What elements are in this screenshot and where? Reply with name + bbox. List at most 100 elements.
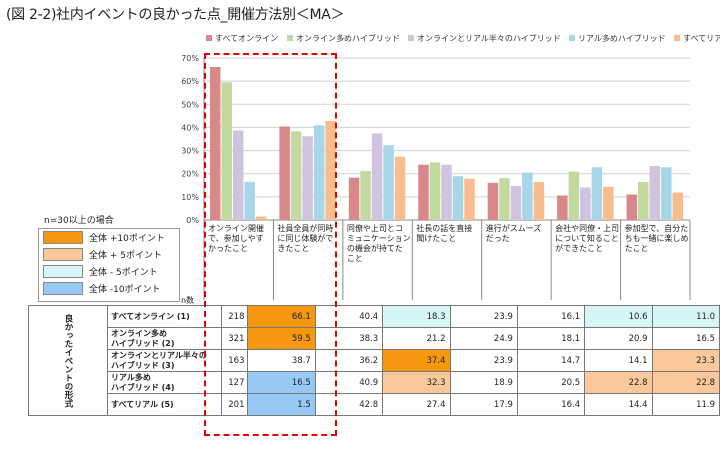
legend-label: オンライン多めハイブリッド xyxy=(296,33,400,43)
bar-4-2 xyxy=(313,125,325,220)
bar-4-5 xyxy=(522,172,533,220)
bar-3-5 xyxy=(510,185,522,220)
table-cell: 11.0 xyxy=(651,305,720,328)
row-n: 127 xyxy=(220,371,249,394)
table-cell: 14.4 xyxy=(584,393,653,416)
table-cell: 16.5 xyxy=(651,327,720,350)
row-label: リアル多め ハイブリッド (4) xyxy=(107,371,222,394)
highlight-label: 全体 - 5ポイント xyxy=(89,268,158,278)
y-tick-label: 30% xyxy=(181,147,199,156)
table-cell: 10.6 xyxy=(584,305,653,328)
y-tick-label: 10% xyxy=(181,193,199,202)
table-cell: 18.3 xyxy=(382,305,451,328)
legend-swatch xyxy=(408,35,414,41)
bar-1-3 xyxy=(348,177,360,220)
category-label: ちも一緒に楽しめ xyxy=(625,233,689,243)
bar-3-2 xyxy=(302,136,313,220)
highlight-label: 全体 + 5ポイント xyxy=(89,251,162,261)
category-label: 社員全員が同時 xyxy=(277,223,333,233)
highlight-legend-row: 全体 -10ポイント xyxy=(39,280,179,297)
row-n: 163 xyxy=(220,349,249,372)
legend-swatch xyxy=(206,35,212,41)
bar-4-4 xyxy=(452,176,464,220)
category-label: の機会が持てた xyxy=(347,243,403,253)
table-cell: 14.7 xyxy=(516,349,586,372)
table-cell: 16.1 xyxy=(516,305,586,328)
bar-5-3 xyxy=(394,156,406,220)
highlight-legend-row: 全体 +10ポイント xyxy=(39,229,179,246)
category-label: たこと xyxy=(625,244,649,253)
bar-5-2 xyxy=(325,120,336,220)
legend-label: リアル多めハイブリッド xyxy=(578,33,666,43)
table-cell: 17.9 xyxy=(449,393,518,416)
table-cell: 23.9 xyxy=(449,349,518,372)
category-label: 同僚や上司とコ xyxy=(347,223,403,233)
table-cell: 40.9 xyxy=(314,371,384,394)
data-table: 良かったイベントの形式 すべてオンライン (1) 218 66.1 40.4 18.3 23… xyxy=(28,305,720,416)
table-cell: 23.3 xyxy=(651,349,720,372)
category-label: で、参加しやす xyxy=(208,233,264,243)
y-tick-label: 50% xyxy=(181,100,199,109)
bar-3-1 xyxy=(232,130,244,220)
bar-3-4 xyxy=(441,164,452,220)
table-cell: 22.8 xyxy=(651,371,720,394)
bar-5-7 xyxy=(672,192,684,220)
table-cell: 20.9 xyxy=(584,327,653,350)
category-label: ができたこと xyxy=(555,243,603,253)
chart-title: (図 2-2)社内イベントの良かった点_開催方法別＜MA＞ xyxy=(6,7,345,23)
bar-1-1 xyxy=(209,67,221,220)
highlight-swatch xyxy=(43,231,83,244)
category-label: ミュニケーション xyxy=(347,234,411,243)
legend-label: すべてオンライン xyxy=(215,34,278,43)
row-n: 201 xyxy=(220,393,249,416)
bar-2-6 xyxy=(568,171,580,220)
category-label: だった xyxy=(486,234,510,243)
category-label: 進行がスムーズ xyxy=(486,223,542,233)
row-n: 321 xyxy=(220,327,249,350)
bar-4-3 xyxy=(383,145,394,220)
bar-1-4 xyxy=(418,164,429,220)
n-header: n数 xyxy=(181,296,195,305)
row-n: 218 xyxy=(220,305,249,328)
bar-4-6 xyxy=(591,167,603,220)
table-cell: 22.8 xyxy=(584,371,653,394)
legend-note: n=30以上の場合 xyxy=(44,216,114,226)
table-cell: 18.1 xyxy=(516,327,586,350)
legend-swatch xyxy=(569,35,575,41)
table-cell: 24.9 xyxy=(449,327,518,350)
table-cell: 37.4 xyxy=(382,349,451,372)
table-row: すべてリアル (5) 201 1.5 42.8 27.4 17.9 16.4 14.4 11.9 xyxy=(29,393,720,416)
table-cell: 21.2 xyxy=(382,327,451,350)
table-cell: 16.4 xyxy=(516,393,586,416)
table-row: オンライン多め ハイブリッド (2) 321 59.5 38.3 21.2 24.9 18.1… xyxy=(29,327,720,350)
highlight-swatch xyxy=(43,282,83,295)
table-row: オンラインとリアル半々の ハイブリッド (3) 163 38.7 36.2 37.4 23.… xyxy=(29,349,720,372)
y-tick-label: 60% xyxy=(181,77,199,86)
table-cell: 38.7 xyxy=(247,349,316,372)
y-tick-label: 70% xyxy=(181,54,199,63)
bar-1-6 xyxy=(557,195,568,220)
bar-3-6 xyxy=(580,187,591,220)
bar-5-4 xyxy=(464,178,475,220)
row-label: すべてオンライン (1) xyxy=(107,305,222,328)
highlight-label: 全体 -10ポイント xyxy=(89,285,161,295)
table-row: 良かったイベントの形式 すべてオンライン (1) 218 66.1 40.4 18.3 23… xyxy=(28,305,720,416)
y-tick-label: 40% xyxy=(181,123,199,132)
legend-swatch xyxy=(287,35,293,41)
category-label: かったこと xyxy=(208,244,248,253)
table-cell: 40.4 xyxy=(314,305,384,328)
highlight-legend-row: 全体 + 5ポイント xyxy=(39,246,179,263)
category-label: に同じ体験がで xyxy=(277,233,333,243)
legend-swatch xyxy=(674,35,680,41)
bar-4-7 xyxy=(661,167,672,220)
table-cell: 14.1 xyxy=(584,349,653,372)
y-tick-label: 0% xyxy=(186,216,199,225)
highlight-legend-row: 全体 - 5ポイント xyxy=(39,263,179,280)
table-cell: 66.1 xyxy=(247,305,316,328)
table-cell: 27.4 xyxy=(382,393,451,416)
category-label: 参加型で、自分た xyxy=(625,223,689,233)
bar-2-4 xyxy=(429,162,441,220)
highlight-label: 全体 +10ポイント xyxy=(89,234,165,244)
bar-5-5 xyxy=(533,182,545,220)
row-label: オンラインとリアル半々の ハイブリッド (3) xyxy=(107,349,222,372)
